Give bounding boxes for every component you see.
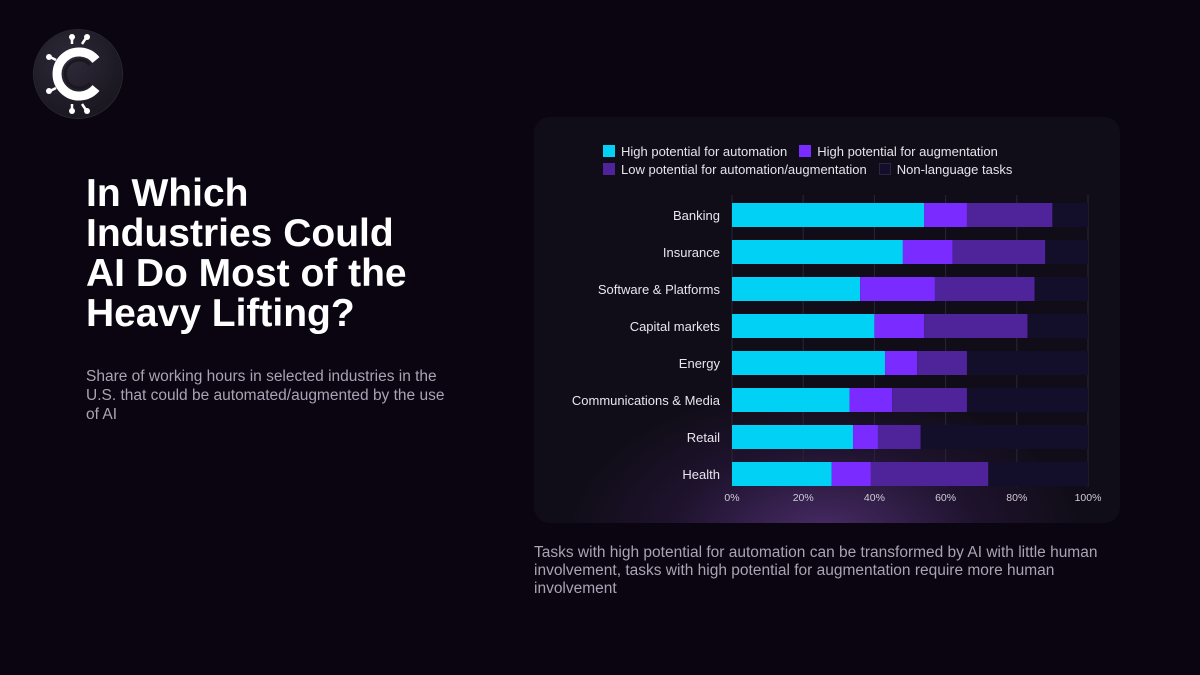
- legend-row-1: High potential for automation High poten…: [603, 142, 1073, 160]
- circuit-c-logo-icon: [46, 34, 100, 114]
- chart-legend: High potential for automation High poten…: [603, 142, 1073, 178]
- x-tick-label-0: 0%: [724, 492, 739, 504]
- legend-item-non-language: Non-language tasks: [878, 161, 1013, 177]
- category-label-health: Health: [682, 467, 720, 482]
- category-label-software-platforms: Software & Platforms: [598, 282, 721, 297]
- brand-logo: [34, 30, 122, 118]
- category-label-energy: Energy: [679, 356, 721, 371]
- bar-capital-markets-augmentation: [874, 314, 925, 338]
- bar-insurance-low: [952, 240, 1046, 264]
- bar-retail-non-language: [920, 425, 1088, 449]
- category-label-capital-markets: Capital markets: [630, 319, 721, 334]
- bar-insurance-augmentation: [902, 240, 953, 264]
- bar-capital-markets-non-language: [1027, 314, 1088, 338]
- category-label-banking: Banking: [673, 208, 720, 223]
- bar-insurance-non-language: [1045, 240, 1088, 264]
- bar-energy-augmentation: [885, 351, 918, 375]
- bar-software-platforms-augmentation: [860, 277, 935, 301]
- bar-communications-media-non-language: [966, 388, 1088, 412]
- bar-banking-automation: [732, 203, 925, 227]
- bar-banking-augmentation: [924, 203, 967, 227]
- bar-banking-low: [966, 203, 1053, 227]
- legend-label-augmentation: High potential for augmentation: [817, 143, 998, 159]
- bar-communications-media-low: [892, 388, 967, 412]
- legend-item-low: Low potential for automation/augmentatio…: [603, 162, 867, 177]
- bar-capital-markets-low: [924, 314, 1028, 338]
- bar-retail-augmentation: [853, 425, 878, 449]
- legend-swatch-automation: [603, 145, 615, 157]
- bar-software-platforms-automation: [732, 277, 861, 301]
- stacked-bar-chart: Banking Insurance Software & Platforms Capi…: [572, 195, 1102, 504]
- bar-health-low: [870, 462, 989, 486]
- bar-energy-automation: [732, 351, 886, 375]
- category-label-communications-media: Communications & Media: [572, 393, 721, 408]
- category-label-retail: Retail: [687, 430, 720, 445]
- legend-item-automation: High potential for automation: [603, 144, 787, 159]
- x-tick-label-2: 40%: [864, 492, 885, 504]
- legend-swatch-low: [603, 163, 615, 175]
- category-label-insurance: Insurance: [663, 245, 720, 260]
- bar-health-non-language: [988, 462, 1088, 486]
- legend-row-2: Low potential for automation/augmentatio…: [603, 160, 1073, 178]
- bar-health-automation: [732, 462, 832, 486]
- legend-label-low: Low potential for automation/augmentatio…: [621, 161, 867, 177]
- bar-retail-automation: [732, 425, 854, 449]
- bar-software-platforms-non-language: [1034, 277, 1088, 301]
- x-tick-label-3: 60%: [935, 492, 956, 504]
- x-tick-label-5: 100%: [1075, 492, 1102, 504]
- bar-insurance-automation: [732, 240, 903, 264]
- bar-software-platforms-low: [934, 277, 1035, 301]
- bar-energy-non-language: [966, 351, 1088, 375]
- legend-swatch-non-language: [878, 163, 891, 175]
- bar-capital-markets-automation: [732, 314, 875, 338]
- x-tick-label-4: 80%: [1006, 492, 1027, 504]
- bar-banking-non-language: [1052, 203, 1088, 227]
- x-tick-label-1: 20%: [793, 492, 814, 504]
- page-subtitle: Share of working hours in selected indus…: [86, 368, 445, 423]
- chart-caption: Tasks with high potential for automation…: [534, 544, 1098, 597]
- bar-retail-low: [877, 425, 921, 449]
- bar-communications-media-automation: [732, 388, 850, 412]
- legend-swatch-augmentation: [799, 145, 812, 157]
- legend-label-automation: High potential for automation: [621, 143, 788, 159]
- bar-health-augmentation: [831, 462, 871, 486]
- legend-item-augmentation: High potential for augmentation: [799, 144, 998, 159]
- legend-label-non-language: Non-language tasks: [896, 161, 1013, 177]
- bar-energy-low: [917, 351, 967, 375]
- page-title: In Which Industries Could AI Do Most of …: [86, 172, 407, 335]
- bar-communications-media-augmentation: [849, 388, 893, 412]
